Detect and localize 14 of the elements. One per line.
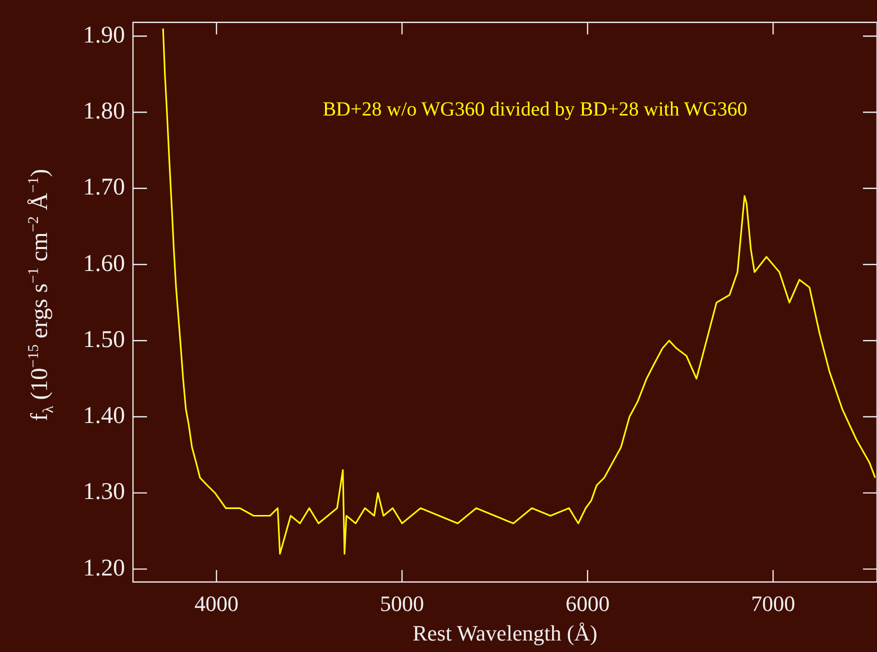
y-tick-label: 1.30 — [83, 479, 125, 506]
y-tick-label: 1.70 — [83, 174, 125, 201]
y-tick-label: 1.80 — [83, 98, 125, 125]
x-tick-label: 7000 — [751, 590, 796, 616]
x-tick-label: 5000 — [380, 590, 424, 616]
y-tick-label: 1.40 — [83, 403, 125, 430]
annotation: BD+28 w/o WG360 divided by BD+28 with WG360 — [322, 98, 748, 121]
y-tick-label: 1.90 — [83, 22, 125, 48]
x-axis-title: Rest Wavelength (Å) — [412, 620, 598, 646]
x-tick-label: 4000 — [194, 590, 238, 616]
y-tick-label: 1.50 — [83, 326, 125, 353]
x-tick-label: 6000 — [566, 590, 610, 616]
y-tick-label: 1.60 — [83, 250, 125, 277]
y-tick-label: 1.20 — [83, 555, 125, 582]
